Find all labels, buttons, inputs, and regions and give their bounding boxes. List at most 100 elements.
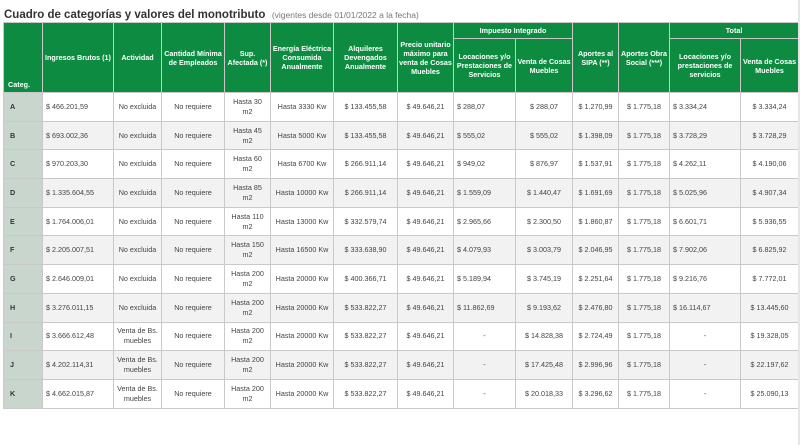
table-row: K $ 4.662.015,87 Venta de Bs. muebles No re… [3,378,800,409]
cell-total-muebles: $ 6.825,92 [740,235,800,266]
cell-superficie: Hasta 110 m2 [224,206,271,237]
cell-actividad: No excluida [113,206,162,237]
cell-empleados: No requiere [161,350,225,380]
cell-precio: $ 49.646,21 [397,206,454,237]
cell-superficie: Hasta 85 m2 [224,178,271,208]
cell-total-servicios: $ 6.601,71 [669,206,742,237]
table-row: I $ 3.666.612,48 Venta de Bs. muebles No re… [3,321,800,352]
cell-imp-servicios: $ 1.559,09 [453,178,516,208]
cell-total-muebles: $ 3.334,24 [740,92,800,122]
cell-actividad: No excluida [113,149,162,180]
cell-total-muebles: $ 5.936,55 [740,206,800,237]
cell-total-servicios: $ 16.114,67 [669,292,742,323]
cell-total-muebles: $ 4.190,06 [740,149,800,180]
header-precio: Precio unitario máximo para venta de Cos… [397,22,454,93]
cell-superficie: Hasta 60 m2 [224,149,271,180]
cell-categ: D [3,178,43,208]
cell-actividad: Venta de Bs. muebles [113,321,162,352]
cell-superficie: Hasta 200 m2 [224,292,271,323]
cell-ingresos: $ 1.764.006,01 [42,206,114,237]
cell-precio: $ 49.646,21 [397,350,454,380]
header-group-impuesto: Impuesto Integrado [452,22,574,39]
cell-categ: J [3,350,43,380]
cell-categ: K [3,378,43,409]
table-row: A $ 466.201,59 No excluida No requiere Hasta… [3,92,800,122]
cell-ingresos: $ 3.276.011,15 [42,292,114,323]
cell-superficie: Hasta 30 m2 [224,92,271,122]
cell-superficie: Hasta 200 m2 [224,350,271,380]
header-alquileres: Alquileres Devengados Anualmente [333,22,398,93]
header-imp-servicios: Locaciones y/o Prestaciones de Servicios [453,38,516,93]
cell-total-muebles: $ 25.090,13 [740,378,800,409]
table-row: G $ 2.646.009,01 No excluida No requiere Has… [3,264,800,294]
cell-superficie: Hasta 200 m2 [224,378,271,409]
cell-precio: $ 49.646,21 [397,235,454,266]
cell-total-servicios: $ 3.334,24 [669,92,742,122]
header-energia: Energía Eléctrica Consumida Anualmente [270,22,334,93]
cell-categ: B [3,120,43,151]
cell-actividad: Venta de Bs. muebles [113,378,162,409]
cell-sipa: $ 2.046,95 [572,235,620,266]
cell-superficie: Hasta 150 m2 [224,235,271,266]
cell-categ: H [3,292,43,323]
cell-ingresos: $ 1.335.604,55 [42,178,114,208]
cell-alquileres: $ 533.822,27 [333,292,398,323]
header-group-total: Total [669,22,800,39]
cell-imp-muebles: $ 9.193,62 [514,292,574,323]
cell-alquileres: $ 266.911,14 [333,149,398,180]
cell-empleados: No requiere [161,264,225,294]
cell-obra-social: $ 1.775,18 [618,378,671,409]
cell-categ: I [3,321,43,352]
cell-actividad: No excluida [113,292,162,323]
cell-total-muebles: $ 13.445,60 [740,292,800,323]
cell-energia: Hasta 5000 Kw [270,120,334,151]
table-row: E $ 1.764.006,01 No excluida No requiere Has… [3,206,800,237]
cell-superficie: Hasta 45 m2 [224,120,271,151]
table-row: F $ 2.205.007,51 No excluida No requiere Has… [3,235,800,266]
monotributo-table: Categ. Ingresos Brutos (1) Actividad Can… [3,22,800,409]
cell-alquileres: $ 533.822,27 [333,321,398,352]
table-row: J $ 4.202.114,31 Venta de Bs. muebles No re… [3,350,800,380]
cell-alquileres: $ 400.366,71 [333,264,398,294]
cell-imp-servicios: - [453,378,516,409]
cell-categ: G [3,264,43,294]
cell-total-servicios: $ 4.262,11 [669,149,742,180]
cell-total-muebles: $ 19.328,05 [740,321,800,352]
header-imp-muebles: Venta de Cosas Muebles [514,38,574,93]
cell-empleados: No requiere [161,235,225,266]
header-obra-social: Aportes Obra Social (***) [618,22,671,93]
cell-sipa: $ 3.296,62 [572,378,620,409]
cell-alquileres: $ 533.822,27 [333,378,398,409]
cell-total-servicios: - [669,321,742,352]
cell-obra-social: $ 1.775,18 [618,120,671,151]
cell-ingresos: $ 970.203,30 [42,149,114,180]
scroll-edge [798,0,800,445]
cell-imp-servicios: $ 2.965,66 [453,206,516,237]
cell-imp-muebles: $ 876,97 [514,149,574,180]
cell-empleados: No requiere [161,321,225,352]
cell-total-servicios: $ 7.902,06 [669,235,742,266]
page-subtitle: (vigentes desde 01/01/2022 a la fecha) [271,10,419,20]
cell-energia: Hasta 10000 Kw [270,178,334,208]
cell-actividad: No excluida [113,92,162,122]
cell-obra-social: $ 1.775,18 [618,206,671,237]
cell-obra-social: $ 1.775,18 [618,350,671,380]
cell-sipa: $ 2.724,49 [572,321,620,352]
cell-sipa: $ 1.537,91 [572,149,620,180]
cell-imp-muebles: $ 288,07 [514,92,574,122]
cell-imp-muebles: $ 17.425,48 [514,350,574,380]
cell-energia: Hasta 20000 Kw [270,350,334,380]
cell-imp-muebles: $ 2.300,50 [514,206,574,237]
cell-obra-social: $ 1.775,18 [618,292,671,323]
cell-precio: $ 49.646,21 [397,264,454,294]
header-empleados: Cantidad Mínima de Empleados [161,22,225,93]
cell-precio: $ 49.646,21 [397,321,454,352]
cell-energia: Hasta 20000 Kw [270,264,334,294]
cell-empleados: No requiere [161,178,225,208]
cell-imp-servicios: - [453,350,516,380]
cell-empleados: No requiere [161,149,225,180]
table-body: A $ 466.201,59 No excluida No requiere Hasta… [3,92,800,409]
cell-empleados: No requiere [161,92,225,122]
cell-obra-social: $ 1.775,18 [618,235,671,266]
cell-imp-muebles: $ 20.018,33 [514,378,574,409]
